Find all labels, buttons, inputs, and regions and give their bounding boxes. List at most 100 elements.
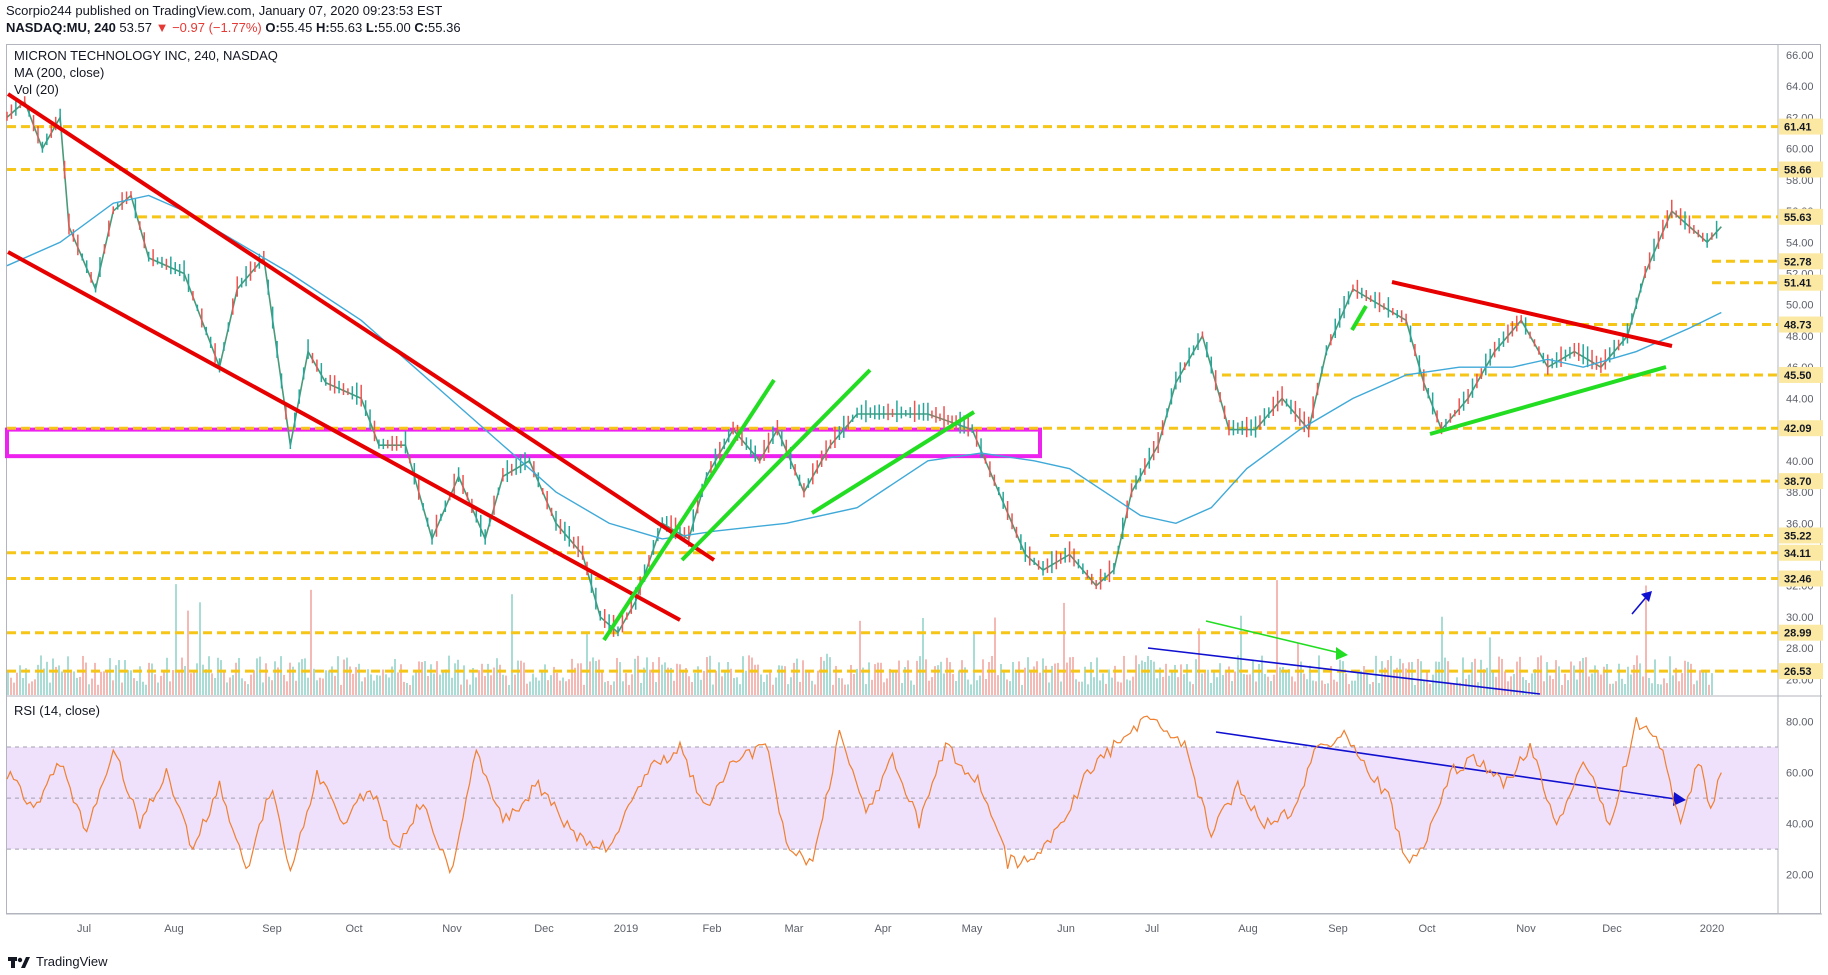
price-level-label: 51.41 xyxy=(1784,278,1812,290)
ma-legend: MA (200, close) xyxy=(14,65,105,80)
price-level-label: 26.53 xyxy=(1784,666,1812,678)
volume-bar xyxy=(718,662,720,695)
volume-bar xyxy=(1003,669,1005,695)
volume-bar xyxy=(1573,665,1575,695)
price-level-label: 55.63 xyxy=(1784,212,1812,224)
volume-bar xyxy=(1393,672,1395,695)
price-level-label: 48.73 xyxy=(1784,320,1812,332)
volume-bar xyxy=(1216,677,1218,695)
volume-bar xyxy=(1144,661,1146,695)
volume-bar xyxy=(493,667,495,695)
volume-bar xyxy=(1099,680,1101,695)
volume-bar xyxy=(550,675,552,695)
volume-bar xyxy=(1153,661,1155,695)
volume-bar xyxy=(1471,662,1473,695)
volume-bar xyxy=(658,657,660,695)
volume-bar xyxy=(1006,679,1008,695)
volume-bar xyxy=(784,666,786,695)
price-level-label: 32.46 xyxy=(1784,574,1812,586)
y-tick-label: 48.00 xyxy=(1786,331,1814,343)
volume-bar xyxy=(427,675,429,695)
volume-bar xyxy=(1246,674,1248,695)
volume-bar xyxy=(865,684,867,695)
volume-bar xyxy=(946,657,948,695)
volume-bar xyxy=(832,684,834,695)
volume-bar xyxy=(916,660,918,695)
volume-bar xyxy=(1249,674,1251,695)
volume-bar xyxy=(499,664,501,695)
volume-bar xyxy=(394,659,396,695)
volume-bar xyxy=(397,672,399,695)
volume-bar xyxy=(1630,674,1632,695)
volume-bar xyxy=(199,602,201,695)
volume-bar xyxy=(1390,655,1392,695)
volume-bar xyxy=(985,678,987,695)
volume-bar xyxy=(1372,682,1374,695)
volume-bar xyxy=(979,675,981,695)
rsi-legend: RSI (14, close) xyxy=(14,703,100,718)
volume-bar xyxy=(1516,661,1518,695)
volume-bar xyxy=(925,659,927,695)
volume-bar xyxy=(1612,683,1614,695)
volume-bar xyxy=(1534,669,1536,695)
volume-bar xyxy=(772,684,774,695)
ma-200-line xyxy=(6,194,1722,540)
volume-bar xyxy=(586,633,588,695)
volume-bar xyxy=(190,673,192,695)
volume-bar xyxy=(1123,655,1125,695)
volume-bar xyxy=(1396,667,1398,695)
volume-bar xyxy=(685,668,687,695)
volume-bar xyxy=(598,659,600,695)
volume-bar xyxy=(244,681,246,695)
volume-bar xyxy=(1591,673,1593,695)
volume-bar xyxy=(19,665,21,695)
volume-bar xyxy=(415,671,417,695)
volume-bar xyxy=(793,662,795,695)
x-tick-label: Feb xyxy=(703,923,722,935)
volume-bar xyxy=(628,684,630,695)
volume-bar xyxy=(610,684,612,695)
y-tick-label: 30.00 xyxy=(1786,612,1814,624)
volume-bar xyxy=(1579,661,1581,695)
downtrend-channel-upper xyxy=(6,92,716,562)
volume-bar xyxy=(151,663,153,695)
volume-bar xyxy=(715,670,717,695)
volume-bar xyxy=(85,662,87,695)
volume-bar xyxy=(289,662,291,695)
volume-bar xyxy=(1540,655,1542,695)
volume-bar xyxy=(1204,672,1206,695)
volume-bar xyxy=(1594,665,1596,695)
volume-bar xyxy=(325,670,327,695)
volume-bar xyxy=(1021,684,1023,695)
rsi-tick-label: 20.00 xyxy=(1786,870,1814,882)
volume-bar xyxy=(13,682,15,695)
volume-bar xyxy=(412,675,414,695)
volume-bar xyxy=(205,669,207,695)
volume-bar xyxy=(622,681,624,695)
volume-bar xyxy=(403,681,405,695)
volume-bar xyxy=(700,679,702,695)
volume-bar xyxy=(1282,667,1284,695)
volume-bar xyxy=(1186,664,1188,695)
y-tick-label: 64.00 xyxy=(1786,81,1814,93)
rsi-arrow-head-icon xyxy=(1673,792,1686,806)
volume-bar xyxy=(583,684,585,695)
volume-bar xyxy=(34,679,36,695)
volume-bar xyxy=(835,665,837,695)
volume-bar xyxy=(1132,676,1134,695)
volume-bar xyxy=(787,684,789,695)
volume-bar xyxy=(307,677,309,695)
volume-bar xyxy=(1648,677,1650,695)
volume-bar xyxy=(919,656,921,695)
x-tick-label: Nov xyxy=(1516,923,1536,935)
volume-bar xyxy=(1519,656,1521,695)
volume-bar xyxy=(775,677,777,695)
volume-bar xyxy=(1387,660,1389,695)
volume-bar xyxy=(601,670,603,695)
volume-bar xyxy=(466,679,468,695)
volume-bar xyxy=(1522,677,1524,695)
volume-bar xyxy=(907,660,909,695)
volume-bar xyxy=(1111,677,1113,695)
volume-bar xyxy=(439,674,441,695)
